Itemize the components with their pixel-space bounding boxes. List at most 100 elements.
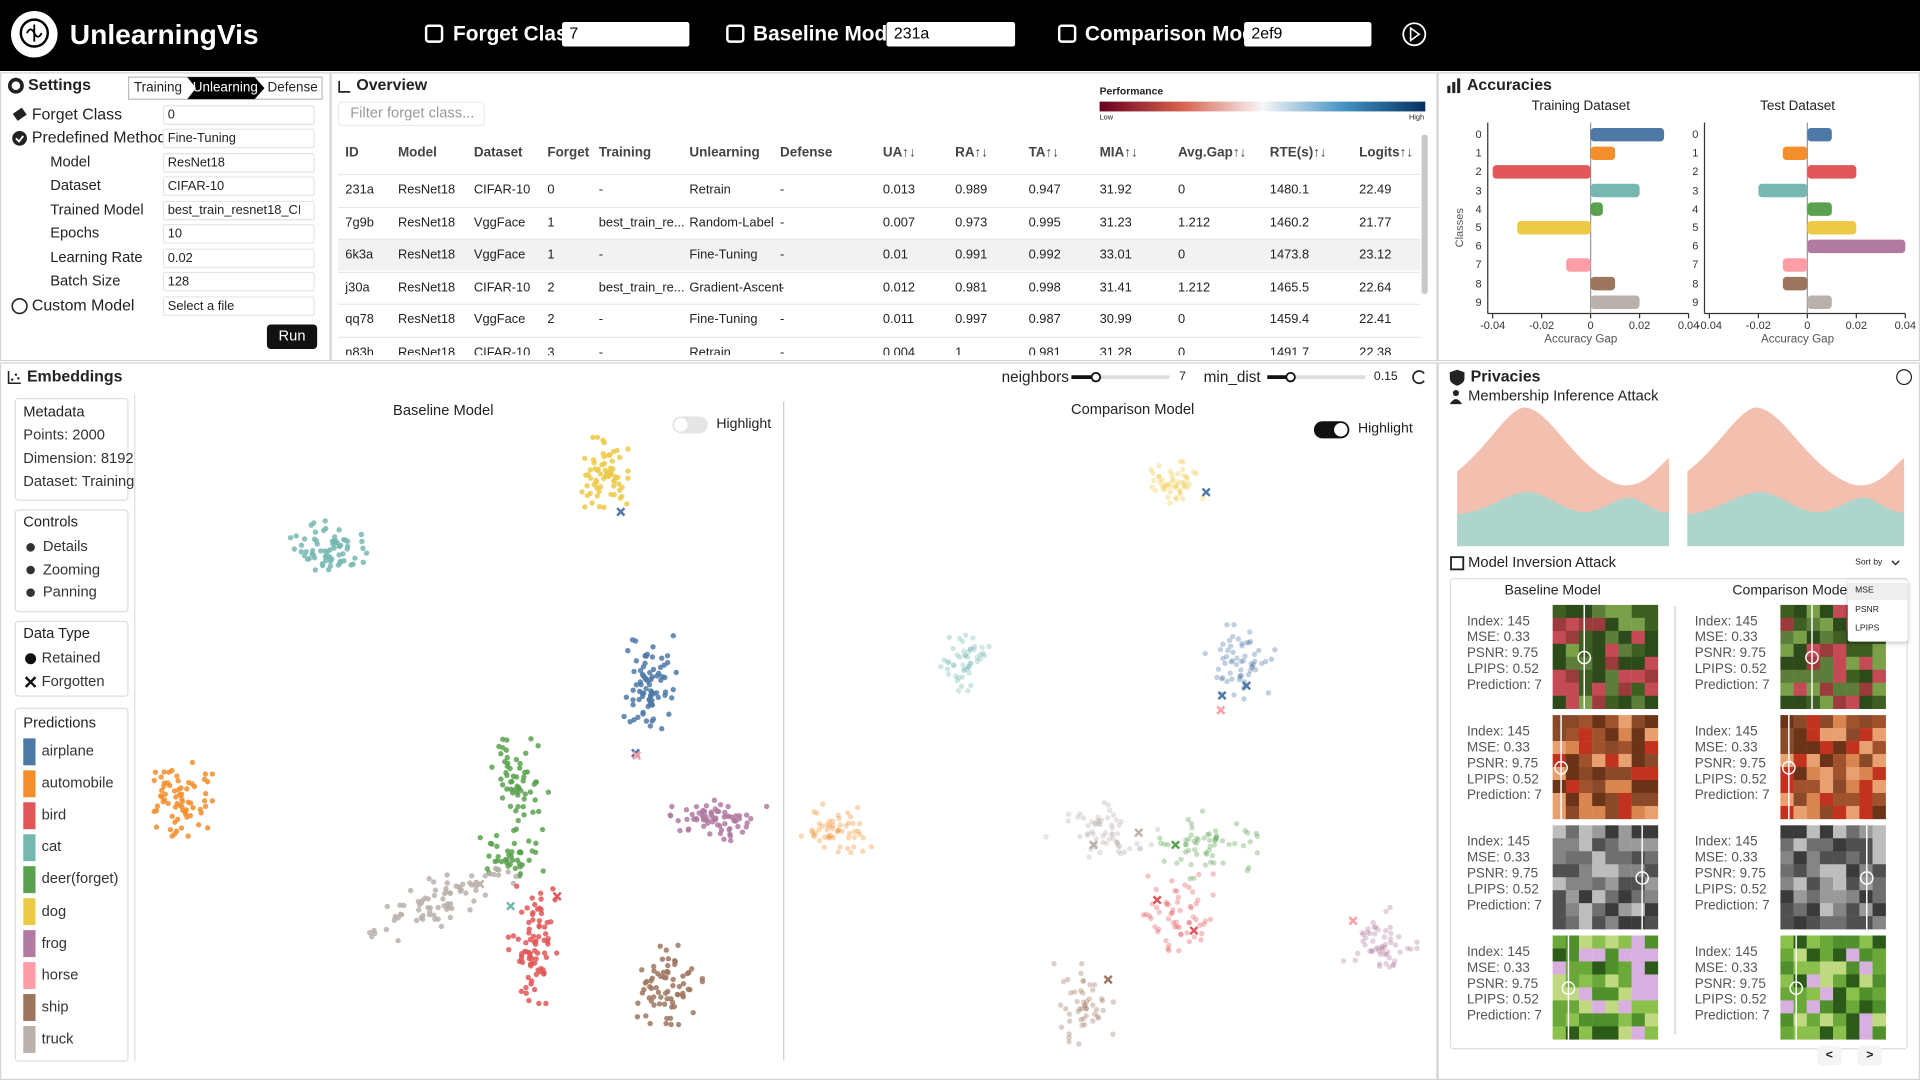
inversion-image[interactable]	[1780, 935, 1886, 1040]
table-row[interactable]	[337, 303, 1421, 336]
pager-button[interactable]	[1857, 1045, 1883, 1066]
table-row[interactable]	[337, 206, 1421, 238]
help-icon[interactable]	[1896, 369, 1913, 386]
input-value[interactable]: 0	[167, 107, 175, 123]
compare-handle[interactable]	[1554, 760, 1568, 775]
embedding-point	[1068, 990, 1074, 996]
radio[interactable]	[11, 297, 28, 315]
select-value[interactable]: 2ef9	[1251, 23, 1283, 43]
pager-label[interactable]: >	[1866, 1048, 1874, 1062]
compare-handle[interactable]	[1781, 760, 1796, 775]
tab-label[interactable]: Defense	[267, 80, 318, 96]
compare-handle[interactable]	[1577, 650, 1592, 665]
pixel	[1631, 695, 1645, 709]
card-line: LPIPS: 0.52	[1466, 662, 1539, 677]
sort-option[interactable]: PSNR	[1855, 605, 1879, 615]
input-value[interactable]: ResNet18	[167, 155, 225, 171]
table-row[interactable]	[337, 336, 1421, 355]
embedding-point	[322, 558, 329, 564]
embedding-point	[507, 803, 514, 810]
input-box[interactable]	[162, 224, 315, 244]
embedding-point	[1071, 989, 1078, 995]
input-box[interactable]	[162, 200, 315, 221]
input-box[interactable]	[162, 248, 315, 269]
select-box[interactable]	[886, 22, 1016, 47]
compare-handle[interactable]	[1805, 650, 1819, 665]
inversion-image[interactable]	[1780, 825, 1886, 930]
embedding-point	[675, 817, 681, 824]
embedding-point	[844, 845, 851, 852]
sort-option[interactable]: LPIPS	[1855, 624, 1880, 634]
table-cell: -	[598, 312, 604, 327]
pager-label[interactable]: <	[1825, 1048, 1833, 1062]
embedding-point	[1172, 494, 1179, 501]
input-box[interactable]	[162, 176, 315, 196]
pixel	[1833, 890, 1847, 904]
select-box[interactable]	[1244, 22, 1372, 47]
sort-option[interactable]: MSE	[1855, 586, 1874, 596]
inversion-image[interactable]	[1552, 604, 1659, 709]
compare-handle[interactable]	[1561, 981, 1576, 996]
pixel	[1631, 792, 1645, 807]
inversion-image[interactable]	[1780, 715, 1886, 820]
embedding-point	[637, 679, 644, 685]
input-value[interactable]: 128	[167, 274, 190, 289]
pager-button[interactable]	[1817, 1045, 1842, 1066]
embedding-point	[639, 967, 645, 973]
filter-placeholder[interactable]: Filter forget class...	[350, 104, 475, 122]
table-row[interactable]	[337, 271, 1421, 303]
table-cell: ResNet18	[397, 247, 456, 263]
run-button[interactable]	[266, 324, 318, 349]
input-value[interactable]: Fine-Tuning	[167, 130, 236, 146]
slider-value: 0.15	[1373, 370, 1398, 384]
toggle-label[interactable]: Highlight	[716, 416, 772, 432]
slider-thumb[interactable]	[1090, 371, 1102, 383]
input-value[interactable]: Select a file	[167, 298, 235, 314]
input-value[interactable]: 10	[167, 226, 183, 242]
table-row[interactable]	[337, 238, 1421, 271]
sort-label[interactable]: Sort by	[1855, 558, 1883, 567]
inversion-image[interactable]	[1552, 715, 1659, 820]
input-value[interactable]: CIFAR-10	[167, 178, 225, 194]
table-row[interactable]	[337, 173, 1421, 206]
input-box[interactable]	[162, 153, 315, 173]
pixel	[1618, 935, 1632, 949]
filter-input[interactable]	[337, 101, 485, 127]
embedding-point	[968, 660, 974, 667]
input-value[interactable]: 0.02	[167, 250, 193, 266]
compare-handle[interactable]	[1789, 981, 1804, 996]
compare-handle[interactable]	[1859, 871, 1874, 885]
embedding-point	[1100, 833, 1106, 839]
input-box[interactable]	[162, 105, 315, 125]
select-value[interactable]: 7	[569, 23, 579, 43]
play-button[interactable]	[1402, 22, 1427, 47]
input-value[interactable]: best_train_resnet18_CIF...	[167, 203, 300, 218]
tab-label[interactable]: Training	[133, 80, 183, 96]
embedding-point	[1163, 938, 1169, 944]
pixel	[1644, 890, 1659, 904]
embedding-point	[1166, 942, 1172, 949]
compare-handle[interactable]	[1635, 871, 1650, 885]
pixel	[1833, 715, 1847, 729]
tab-label[interactable]: Unlearning	[192, 80, 258, 96]
embedding-point	[498, 858, 505, 865]
pixel	[1872, 948, 1886, 962]
embedding-point	[1093, 836, 1099, 842]
embedding-point	[408, 887, 414, 894]
input-box[interactable]	[162, 128, 315, 149]
select-value[interactable]: 231a	[893, 23, 930, 43]
reset-icon[interactable]	[1412, 370, 1425, 385]
toggle-label[interactable]: Highlight	[1357, 421, 1413, 437]
embedding-point	[938, 663, 944, 670]
inversion-image[interactable]	[1552, 825, 1659, 930]
pixel	[1618, 1013, 1632, 1027]
input-box[interactable]	[162, 296, 315, 316]
slider-thumb[interactable]	[1285, 371, 1296, 383]
pixel	[1819, 838, 1834, 852]
select-box[interactable]	[562, 22, 690, 47]
input-box[interactable]	[162, 271, 315, 292]
embedding-point	[581, 455, 588, 462]
pixel	[1806, 1000, 1821, 1014]
pixel	[1793, 656, 1807, 671]
run-label[interactable]: Run	[278, 327, 306, 345]
